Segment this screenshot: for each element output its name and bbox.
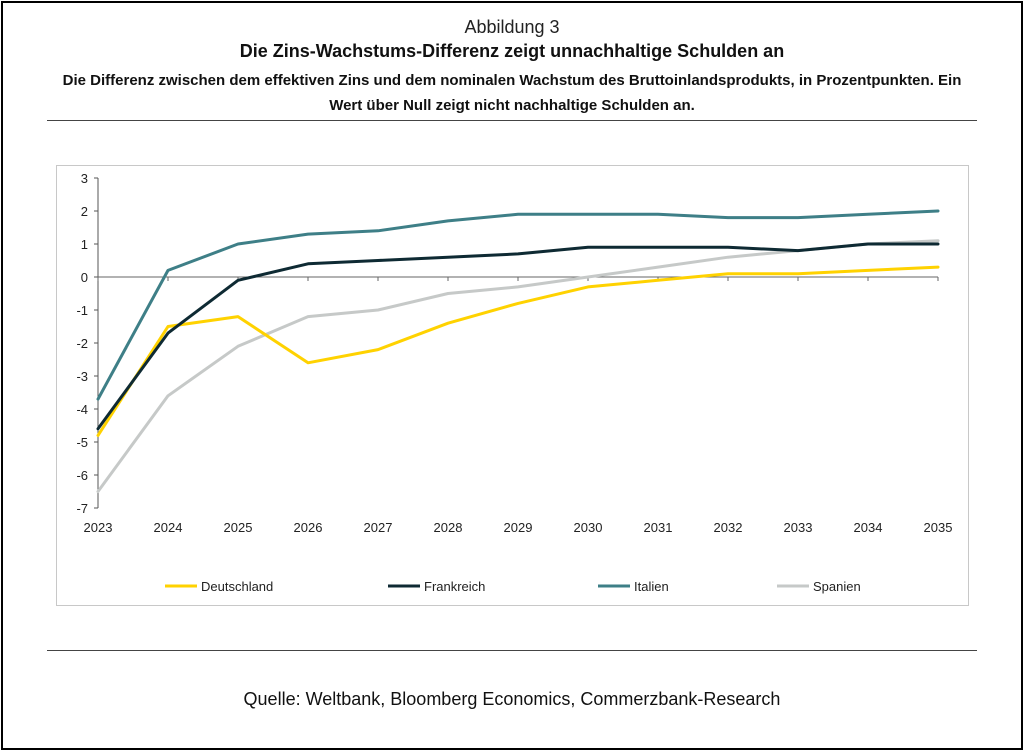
x-tick-label: 2023	[84, 520, 113, 535]
y-tick-label: -6	[76, 468, 88, 483]
y-tick-label: -2	[76, 336, 88, 351]
legend-label-deutschland: Deutschland	[201, 579, 273, 594]
legend-label-frankreich: Frankreich	[424, 579, 485, 594]
x-tick-label: 2035	[924, 520, 953, 535]
y-tick-label: 1	[81, 237, 88, 252]
chart-title: Die Zins-Wachstums-Differenz zeigt unnac…	[239, 41, 785, 61]
legend-label-spanien: Spanien	[813, 579, 861, 594]
legend-label-italien: Italien	[634, 579, 669, 594]
y-tick-label: -7	[76, 501, 88, 516]
bottom-divider	[47, 650, 977, 651]
y-tick-label: 2	[81, 204, 88, 219]
y-tick-label: 3	[81, 171, 88, 186]
x-tick-label: 2028	[434, 520, 463, 535]
x-tick-label: 2027	[364, 520, 393, 535]
x-tick-label: 2026	[294, 520, 323, 535]
series-line-deutschland	[96, 265, 940, 437]
x-tick-label: 2025	[224, 520, 253, 535]
x-tick-label: 2031	[644, 520, 673, 535]
x-tick-label: 2030	[574, 520, 603, 535]
x-tick-label: 2032	[714, 520, 743, 535]
top-divider	[47, 120, 977, 121]
series-line-frankreich	[96, 242, 940, 431]
y-tick-label: 0	[81, 270, 88, 285]
x-tick-label: 2034	[854, 520, 883, 535]
x-tick-label: 2024	[154, 520, 183, 535]
chart-subtitle: Die Differenz zwischen dem effektiven Zi…	[62, 72, 962, 114]
source-note: Quelle: Weltbank, Bloomberg Economics, C…	[243, 689, 781, 709]
y-tick-label: -5	[76, 435, 88, 450]
y-tick-label: -4	[76, 402, 88, 417]
y-tick-label: -1	[76, 303, 88, 318]
chart-area	[56, 165, 969, 606]
figure-label: Abbildung 3	[464, 17, 560, 37]
x-tick-label: 2033	[784, 520, 813, 535]
series-line-italien	[96, 209, 940, 401]
y-tick-label: -3	[76, 369, 88, 384]
x-tick-label: 2029	[504, 520, 533, 535]
